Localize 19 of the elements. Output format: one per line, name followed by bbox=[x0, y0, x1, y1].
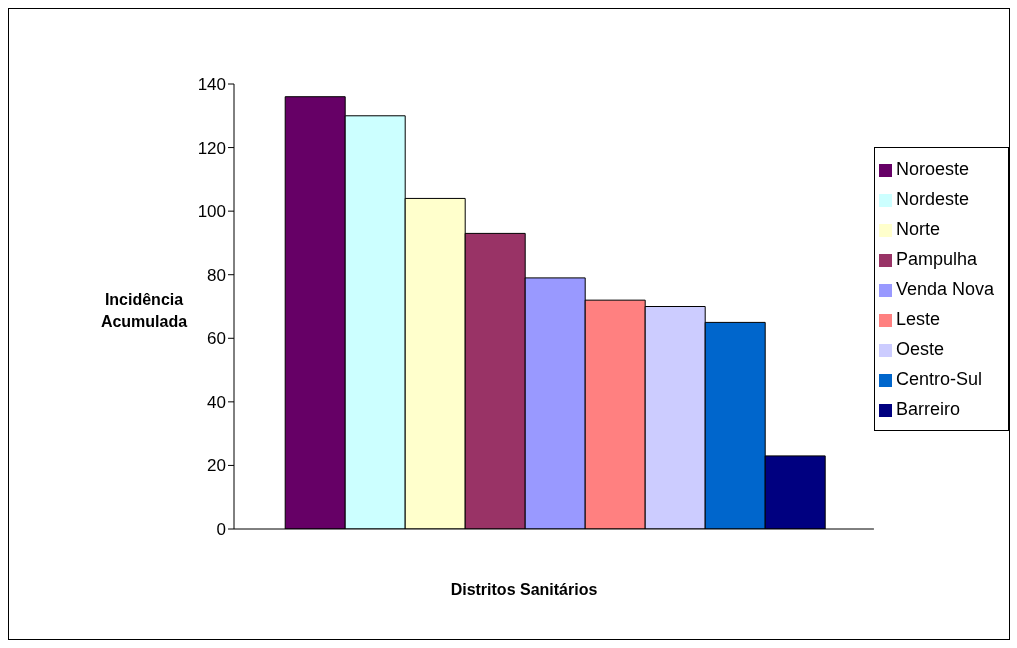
y-tick-label: 0 bbox=[216, 520, 226, 540]
legend-label: Venda Nova bbox=[895, 279, 994, 299]
y-tick-label: 20 bbox=[207, 456, 226, 476]
legend-label: Oeste bbox=[895, 339, 944, 359]
x-axis-title: Distritos Sanitários bbox=[449, 581, 599, 599]
y-axis-title: Incidência Acumulada bbox=[99, 290, 189, 332]
legend-label: Pampulha bbox=[895, 249, 977, 269]
y-tick-label: 80 bbox=[207, 265, 226, 285]
legend-label: Centro-Sul bbox=[895, 369, 982, 389]
legend-label: Norte bbox=[895, 219, 940, 239]
y-tick-label: 60 bbox=[207, 329, 226, 349]
y-tick-label: 140 bbox=[197, 75, 226, 95]
legend-label: Nordeste bbox=[895, 189, 969, 209]
legend-label: Leste bbox=[895, 309, 940, 329]
legend-label: Noroeste bbox=[895, 159, 969, 179]
y-tick-label: 120 bbox=[197, 138, 226, 158]
legend-label: Barreiro bbox=[895, 399, 960, 419]
y-tick-label: 40 bbox=[207, 392, 226, 412]
y-tick-label: 100 bbox=[197, 202, 226, 222]
